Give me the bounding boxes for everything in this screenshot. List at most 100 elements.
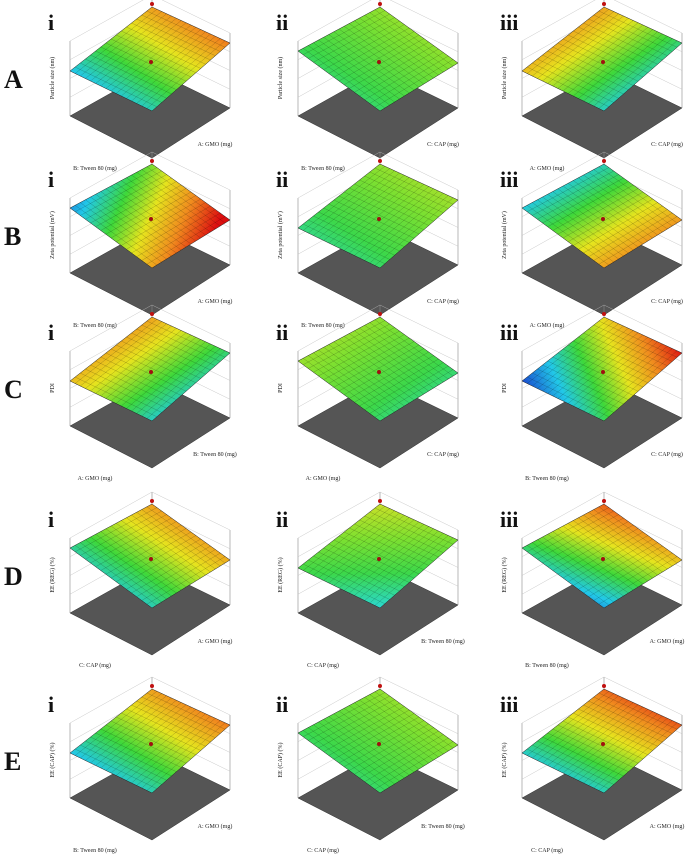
right-axis-label: A: GMO (mg)	[198, 141, 233, 148]
response-surface	[69, 6, 231, 112]
panel-label: i	[48, 320, 54, 345]
design-point	[601, 60, 605, 64]
panel-label: iii	[500, 507, 518, 532]
panel-label: ii	[276, 167, 288, 192]
design-point	[377, 217, 381, 221]
z-axis-label: Zeta potential (mV)	[501, 211, 508, 259]
surface-plot: i EE (REG) (%) C: CAP (mg) A: GMO (mg)	[48, 491, 233, 669]
z-axis-label: EE (REG) (%)	[277, 557, 284, 592]
right-axis-label: C: CAP (mg)	[651, 141, 683, 148]
design-point	[602, 159, 606, 163]
panel-label: i	[48, 10, 54, 35]
surface-plot: i Zeta potential (mV) B: Tween 80 (mg) A: G…	[48, 151, 233, 329]
design-point	[378, 159, 382, 163]
z-axis-label: Particle size (nm)	[277, 57, 284, 99]
right-axis-label: A: GMO (mg)	[650, 823, 685, 830]
row-label: B	[4, 222, 21, 251]
left-axis-label: B: Tween 80 (mg)	[73, 322, 117, 329]
right-axis-label: C: CAP (mg)	[651, 298, 683, 305]
left-axis-label: A: GMO (mg)	[78, 475, 113, 482]
response-surface	[521, 503, 683, 609]
right-axis-label: B: Tween 80 (mg)	[421, 823, 465, 830]
design-point	[150, 159, 154, 163]
panel-label: ii	[276, 507, 288, 532]
design-point	[378, 2, 382, 6]
z-axis-label: EE (CAP) (%)	[49, 743, 56, 778]
z-axis-label: PDI	[278, 383, 284, 393]
design-point	[601, 217, 605, 221]
surface-plot: iii Particle size (nm) A: GMO (mg) C: CAP (…	[500, 0, 683, 172]
left-axis-label: B: Tween 80 (mg)	[301, 322, 345, 329]
response-surface	[297, 503, 459, 609]
surface-plot: iii Zeta potential (mV) A: GMO (mg) C: CAP …	[500, 151, 683, 329]
surface-plot: ii Particle size (nm) B: Tween 80 (mg) C: C…	[276, 0, 459, 172]
design-point	[149, 217, 153, 221]
row-label: D	[4, 562, 23, 591]
z-axis-label: PDI	[502, 383, 508, 393]
response-surface	[69, 503, 231, 609]
z-axis-label: EE (CAP) (%)	[277, 743, 284, 778]
surface-plot: ii PDI A: GMO (mg) C: CAP (mg)	[276, 304, 459, 482]
response-surface	[521, 6, 683, 112]
right-axis-label: C: CAP (mg)	[427, 141, 459, 148]
right-axis-label: A: GMO (mg)	[198, 298, 233, 305]
left-axis-label: B: Tween 80 (mg)	[73, 165, 117, 172]
right-axis-label: C: CAP (mg)	[427, 451, 459, 458]
design-point	[150, 312, 154, 316]
panel-label: iii	[500, 320, 518, 345]
z-axis-label: PDI	[50, 383, 56, 393]
z-axis-label: Zeta potential (mV)	[277, 211, 284, 259]
left-axis-label: B: Tween 80 (mg)	[301, 165, 345, 172]
left-axis-label: A: GMO (mg)	[530, 165, 565, 172]
left-axis-label: B: Tween 80 (mg)	[525, 662, 569, 669]
design-point	[378, 499, 382, 503]
response-surface	[69, 316, 231, 422]
panel-label: iii	[500, 692, 518, 717]
panel-label: i	[48, 507, 54, 532]
right-axis-label: A: GMO (mg)	[198, 823, 233, 830]
row-label: A	[4, 65, 23, 94]
response-surface	[297, 688, 459, 794]
response-surface	[297, 6, 459, 112]
surface-plot: ii EE (CAP) (%) C: CAP (mg) B: Tween 80 (mg…	[276, 676, 465, 854]
left-axis-label: B: Tween 80 (mg)	[525, 475, 569, 482]
z-axis-label: Zeta potential (mV)	[49, 211, 56, 259]
z-axis-label: Particle size (nm)	[501, 57, 508, 99]
z-axis-label: EE (CAP) (%)	[501, 743, 508, 778]
design-point	[378, 684, 382, 688]
response-surface	[69, 688, 231, 794]
left-axis-label: C: CAP (mg)	[531, 847, 563, 854]
z-axis-label: EE (REG) (%)	[501, 557, 508, 592]
response-surface	[521, 316, 683, 422]
surface-plot: ii EE (REG) (%) C: CAP (mg) B: Tween 80 (mg…	[276, 491, 465, 669]
design-point	[601, 742, 605, 746]
design-point	[150, 684, 154, 688]
right-axis-label: A: GMO (mg)	[198, 638, 233, 645]
design-point	[602, 2, 606, 6]
panel-label: ii	[276, 320, 288, 345]
design-point	[601, 370, 605, 374]
row-label: C	[4, 375, 23, 404]
design-point	[149, 370, 153, 374]
panel-label: ii	[276, 692, 288, 717]
response-surface	[69, 163, 231, 269]
design-point	[377, 370, 381, 374]
panel-label: i	[48, 692, 54, 717]
response-surface	[297, 163, 459, 269]
design-point	[150, 2, 154, 6]
panel-label: iii	[500, 167, 518, 192]
z-axis-label: EE (REG) (%)	[49, 557, 56, 592]
surface-plot: iii EE (REG) (%) B: Tween 80 (mg) A: GMO (m…	[500, 491, 684, 669]
right-axis-label: C: CAP (mg)	[427, 298, 459, 305]
surface-plot: i PDI A: GMO (mg) B: Tween 80 (mg)	[48, 304, 237, 482]
design-point	[149, 742, 153, 746]
design-point	[602, 684, 606, 688]
panel-label: iii	[500, 10, 518, 35]
left-axis-label: C: CAP (mg)	[307, 662, 339, 669]
surface-plot: i Particle size (nm) B: Tween 80 (mg) A: GM…	[48, 0, 232, 172]
design-point	[378, 312, 382, 316]
design-point	[149, 557, 153, 561]
design-point	[601, 557, 605, 561]
design-point	[149, 60, 153, 64]
response-surface	[521, 163, 683, 269]
